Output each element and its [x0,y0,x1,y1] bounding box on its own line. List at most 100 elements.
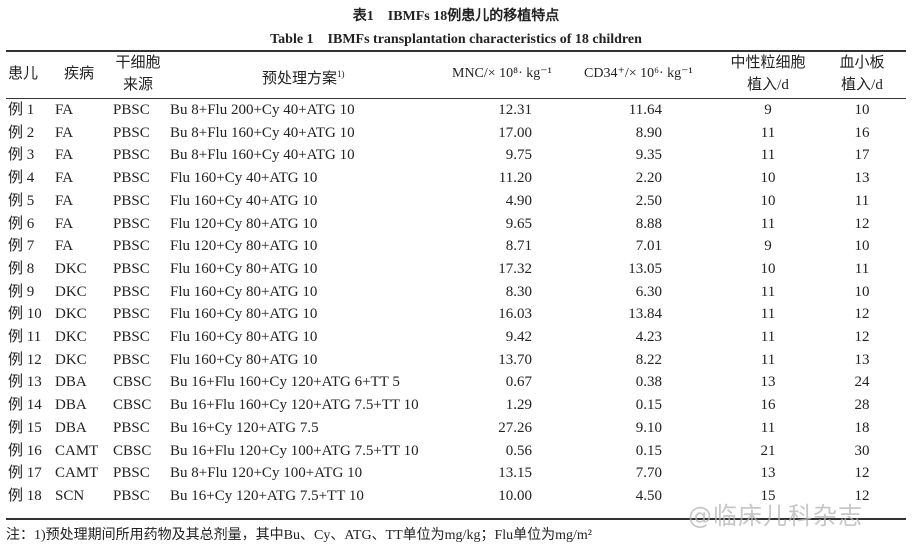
cell-patient: 例 11 [8,329,42,345]
cell-mnc: 9.65 [505,215,532,232]
cell-regimen: Bu 16+Flu 160+Cy 120+ATG 6+TT 5 [170,374,400,391]
cell-cd34: 13.84 [628,306,662,323]
cell-neutrophil-engraftment: 10 [760,170,776,187]
cell-patient: 例 10 [8,306,42,323]
cell-disease: SCN [55,487,85,504]
cell-cd34: 8.88 [635,215,662,232]
cell-cd34: 13.05 [628,260,662,277]
cell-cd34: 2.20 [635,170,662,187]
cell-mnc: 8.30 [505,283,532,300]
cell-cd34: 9.10 [635,419,662,436]
table-row: 例 15 DBA PBSC Bu 16+Cy 120+ATG 7.5 27.26 9.10… [0,417,912,439]
cell-regimen: Flu 160+Cy 80+ATG 10 [170,283,318,300]
table-row: 例 13 DBA CBSC Bu 16+Flu 160+Cy 120+ATG 6+TT… [0,371,912,393]
header-source-line1: 干细胞 [115,55,161,71]
cell-source: PBSC [113,192,150,209]
cell-source: PBSC [113,351,150,368]
cell-regimen: Bu 8+Flu 120+Cy 100+ATG 10 [170,465,363,482]
cell-platelet-engraftment: 12 [854,306,870,323]
cell-platelet-engraftment: 12 [854,215,870,232]
cell-disease: FA [55,238,74,255]
cell-cd34: 8.22 [635,351,662,368]
cell-patient: 例 13 [8,374,42,391]
table-title-en: Table 1 IBMFs transplantation characteri… [270,32,642,47]
cell-patient: 例 17 [8,465,42,482]
cell-regimen: Flu 160+Cy 80+ATG 10 [170,329,318,345]
bottom-rule [6,518,906,520]
cell-disease: DKC [55,283,87,300]
cell-regimen: Bu 8+Flu 200+Cy 40+ATG 10 [170,102,355,118]
cell-patient: 例 4 [8,170,35,187]
cell-source: PBSC [113,306,150,323]
cell-regimen: Flu 160+Cy 80+ATG 10 [170,351,318,368]
cell-source: PBSC [113,465,150,482]
cell-regimen: Bu 16+Flu 120+Cy 100+ATG 7.5+TT 10 [170,442,419,459]
cell-platelet-engraftment: 16 [854,124,870,141]
header-neutrophil-line1: 中性粒细胞 [730,55,806,71]
cell-cd34: 7.70 [635,465,662,482]
cell-source: PBSC [113,487,150,504]
cell-disease: FA [55,170,74,187]
cell-neutrophil-engraftment: 9 [764,102,772,118]
cell-neutrophil-engraftment: 13 [760,465,776,482]
header-disease: 疾病 [64,66,95,82]
table-row: 例 12 DKC PBSC Flu 160+Cy 80+ATG 10 13.70 8.22… [0,349,912,371]
cell-mnc: 11.20 [498,170,532,187]
header-platelet-line1: 血小板 [839,55,885,71]
cell-regimen: Flu 160+Cy 80+ATG 10 [170,306,318,323]
table-row: 例 16 CAMT CBSC Bu 16+Flu 120+Cy 100+ATG 7.5… [0,440,912,462]
cell-mnc: 9.75 [505,147,532,164]
cell-neutrophil-engraftment: 11 [760,306,776,323]
cell-patient: 例 1 [8,102,35,118]
cell-platelet-engraftment: 24 [854,374,870,391]
cell-disease: DKC [55,260,87,277]
cell-neutrophil-engraftment: 11 [760,124,776,141]
cell-source: PBSC [113,124,150,141]
header-platelet: 血小板 植入/d [822,52,902,96]
header-rule [6,98,906,99]
cell-disease: FA [55,147,74,164]
cell-platelet-engraftment: 12 [854,465,870,482]
cell-platelet-engraftment: 10 [854,102,870,118]
cell-platelet-engraftment: 18 [854,419,870,436]
top-rule [6,50,906,52]
cell-platelet-engraftment: 11 [854,260,870,277]
cell-disease: FA [55,102,74,118]
cell-neutrophil-engraftment: 11 [760,215,776,232]
cell-neutrophil-engraftment: 11 [760,329,776,345]
table-row: 例 11 DKC PBSC Flu 160+Cy 80+ATG 10 9.42 4.23 1… [0,326,912,348]
cell-platelet-engraftment: 28 [854,397,870,414]
header-regimen: 预处理方案1) [262,63,345,90]
cell-platelet-engraftment: 13 [854,170,870,187]
table-row: 例 3 FA PBSC Bu 8+Flu 160+Cy 40+ATG 10 9.75 9.… [0,144,912,166]
cell-patient: 例 7 [8,238,35,255]
cell-regimen: Bu 16+Flu 160+Cy 120+ATG 7.5+TT 10 [170,397,419,414]
cell-cd34: 0.15 [635,442,662,459]
cell-mnc: 0.56 [505,442,532,459]
cell-source: PBSC [113,283,150,300]
header-neutrophil: 中性粒细胞 植入/d [718,52,818,96]
cell-patient: 例 18 [8,487,42,504]
cell-neutrophil-engraftment: 11 [760,147,776,164]
watermark: @临床儿科杂志 [688,502,863,530]
cell-regimen: Flu 160+Cy 80+ATG 10 [170,260,318,277]
cell-regimen: Flu 120+Cy 80+ATG 10 [170,215,318,232]
cell-mnc: 1.29 [505,397,532,414]
cell-platelet-engraftment: 12 [854,487,870,504]
cell-source: PBSC [113,329,150,345]
cell-disease: DKC [55,351,87,368]
cell-cd34: 2.50 [635,192,662,209]
cell-patient: 例 15 [8,419,42,436]
cell-source: PBSC [113,147,150,164]
cell-regimen: Bu 8+Flu 160+Cy 40+ATG 10 [170,147,355,164]
cell-neutrophil-engraftment: 15 [760,487,776,504]
header-cd34: CD34⁺/× 10⁶· kg⁻¹ [584,66,693,81]
cell-mnc: 13.70 [498,351,532,368]
cell-cd34: 9.35 [635,147,662,164]
cell-platelet-engraftment: 13 [854,351,870,368]
cell-regimen: Flu 120+Cy 80+ATG 10 [170,238,318,255]
cell-source: CBSC [113,374,152,391]
cell-neutrophil-engraftment: 10 [760,260,776,277]
cell-mnc: 4.90 [505,192,532,209]
